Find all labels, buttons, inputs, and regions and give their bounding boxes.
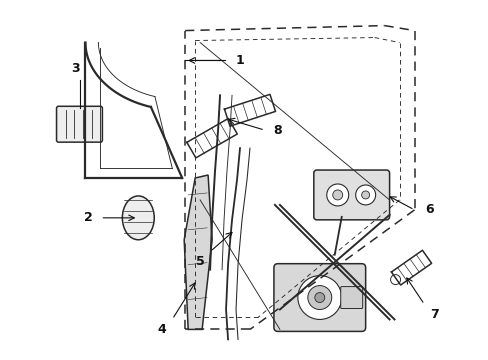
Ellipse shape bbox=[122, 196, 154, 240]
Circle shape bbox=[326, 184, 348, 206]
FancyBboxPatch shape bbox=[273, 264, 365, 332]
Circle shape bbox=[307, 285, 331, 310]
Text: 8: 8 bbox=[273, 124, 282, 137]
Text: 7: 7 bbox=[429, 308, 438, 321]
Circle shape bbox=[361, 191, 369, 199]
Text: 4: 4 bbox=[158, 323, 166, 336]
FancyBboxPatch shape bbox=[313, 170, 389, 220]
Circle shape bbox=[355, 185, 375, 205]
Text: 5: 5 bbox=[195, 255, 204, 268]
Circle shape bbox=[332, 190, 342, 200]
Text: 6: 6 bbox=[424, 203, 433, 216]
Text: 2: 2 bbox=[84, 211, 93, 224]
Circle shape bbox=[390, 275, 400, 285]
FancyBboxPatch shape bbox=[340, 287, 362, 309]
FancyBboxPatch shape bbox=[57, 106, 102, 142]
Text: 1: 1 bbox=[235, 54, 244, 67]
Circle shape bbox=[297, 276, 341, 319]
Circle shape bbox=[314, 293, 324, 302]
Text: 3: 3 bbox=[71, 62, 80, 75]
Polygon shape bbox=[184, 175, 212, 329]
